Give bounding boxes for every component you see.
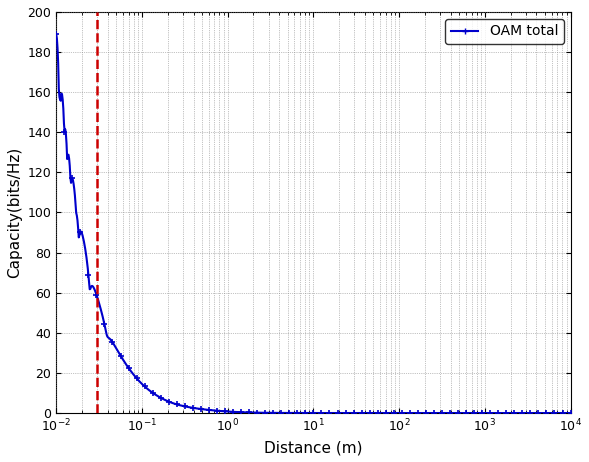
Y-axis label: Capacity(bits/Hz): Capacity(bits/Hz) bbox=[7, 147, 22, 278]
X-axis label: Distance (m): Distance (m) bbox=[264, 440, 363, 455]
Legend: OAM total: OAM total bbox=[445, 19, 564, 44]
